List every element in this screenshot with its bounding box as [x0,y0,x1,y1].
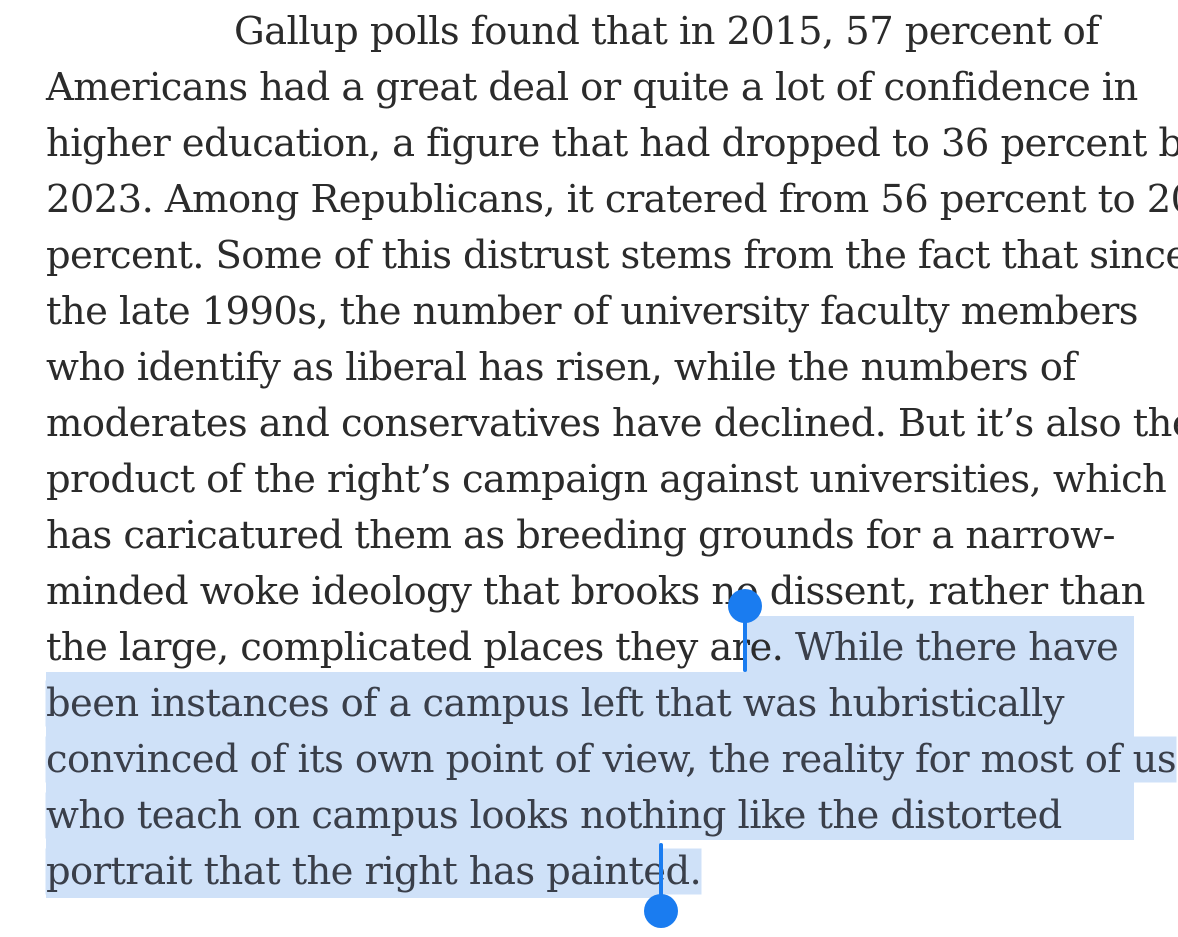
paragraph-line-text: the large, complicated places they are. [46,625,795,670]
selected-line: who teach on campus looks nothing like t… [46,788,1146,844]
paragraph-line: 2023. Among Republicans, it cratered fro… [46,177,1178,222]
paragraph-line: has caricatured them as breeding grounds… [46,513,1115,558]
paragraph-line: percent. Some of this distrust stems fro… [46,233,1178,278]
paragraph-line: Gallup polls found that in 2015, 57 perc… [234,9,1099,54]
paragraph-line: minded woke ideology that brooks no diss… [46,569,1145,614]
selected-text[interactable]: portrait that the right has painted. [46,849,702,894]
selected-line: convinced of its own point of view, the … [46,732,1177,788]
selected-line: portrait that the right has painted. [46,844,1146,900]
selection-end-caret[interactable] [659,843,663,901]
paragraph-line: who identify as liberal has risen, while… [46,345,1077,390]
paragraph-line-with-selection-start: the large, complicated places they are. … [46,620,1146,676]
selected-text[interactable]: been instances of a campus left that was… [46,681,1064,726]
selected-text[interactable]: convinced of its own point of view, the … [46,737,1177,782]
selected-line: been instances of a campus left that was… [46,676,1146,732]
paragraph-line: the late 1990s, the number of university… [46,289,1138,334]
paragraph-line: Americans had a great deal or quite a lo… [46,65,1138,110]
selected-text[interactable]: who teach on campus looks nothing like t… [46,793,1062,838]
selection-start-caret[interactable] [743,612,747,672]
paragraph-line: higher education, a figure that had drop… [46,121,1178,166]
selection-end-handle[interactable] [644,894,678,928]
paragraph-line: product of the right’s campaign against … [46,457,1167,502]
selected-text[interactable]: While there have [794,625,1119,670]
paragraph-line: moderates and conservatives have decline… [46,401,1178,446]
article-paragraph[interactable]: Gallup polls found that in 2015, 57 perc… [46,4,1178,900]
